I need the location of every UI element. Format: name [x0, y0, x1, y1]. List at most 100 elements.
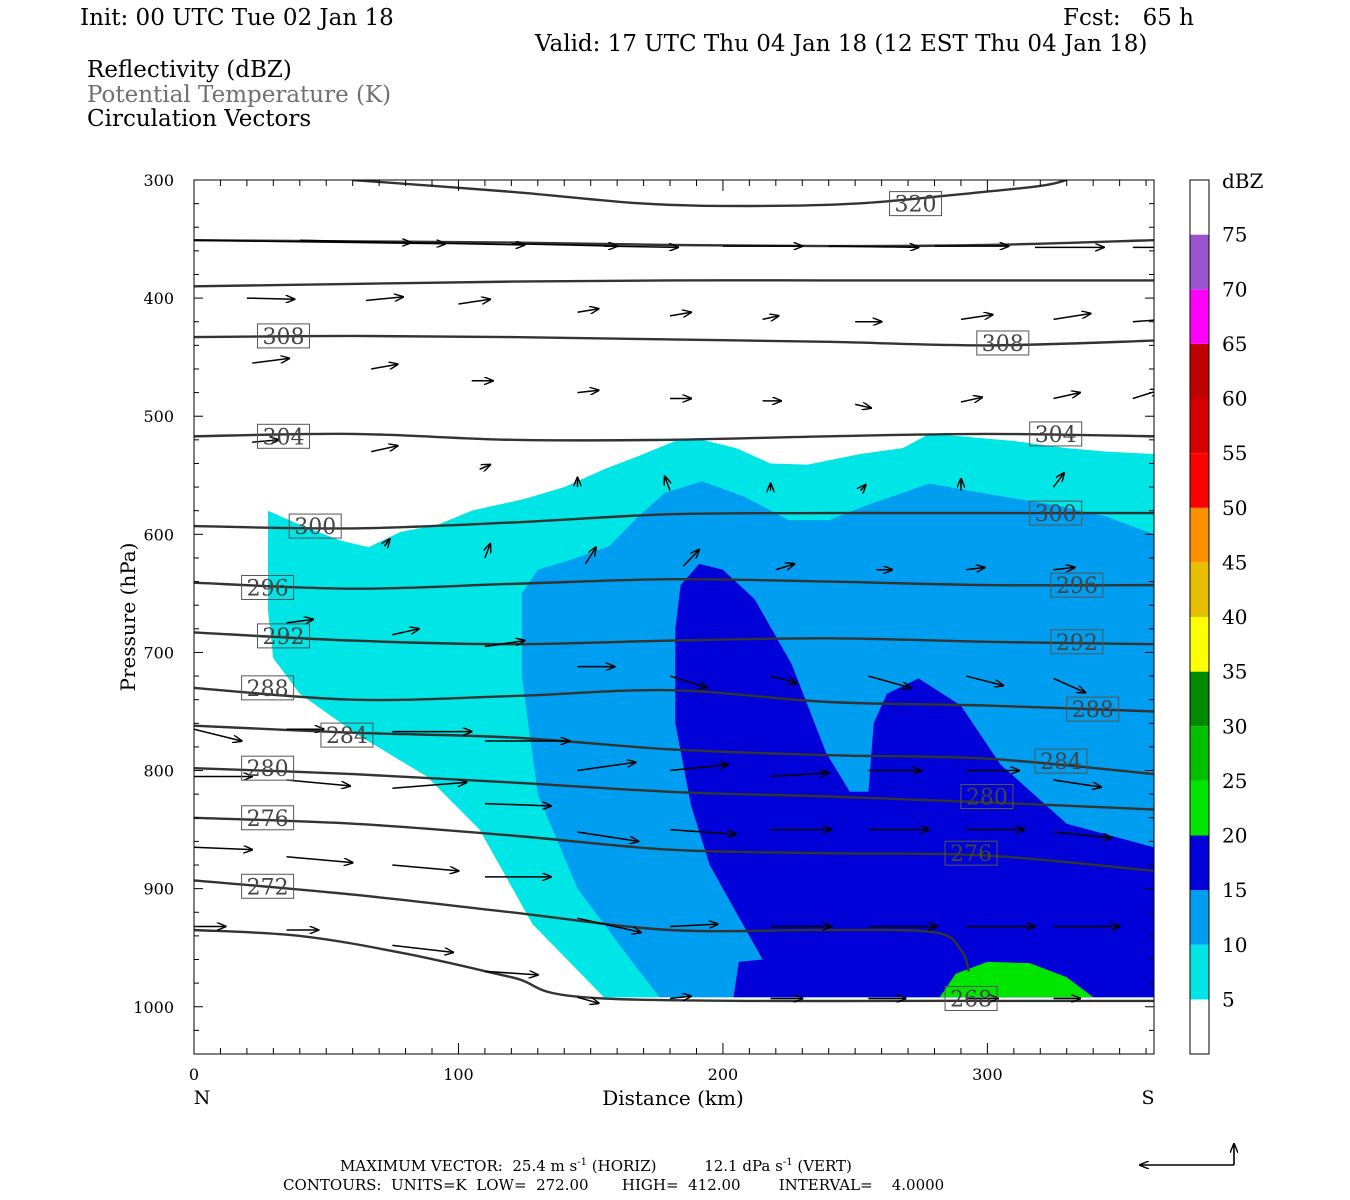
theta-contour-label: 284	[1034, 748, 1088, 775]
colorbar-swatch	[1190, 780, 1209, 836]
y-tick-label: 1000	[133, 998, 174, 1017]
colorbar-swatch	[1190, 890, 1209, 945]
x-tick-label: 0	[189, 1065, 199, 1084]
contour-label-text: 308	[262, 325, 304, 350]
theta-280k-contour	[194, 767, 1154, 811]
circulation-vector	[286, 856, 353, 863]
contour-label-box	[944, 840, 998, 866]
contour-label-text: 268	[950, 987, 992, 1012]
max-vector-vert-tag: (VERT)	[797, 1157, 852, 1175]
theta-contour-label: 304	[1029, 421, 1083, 448]
circulation-vector	[194, 728, 242, 741]
circulation-vector	[770, 773, 829, 777]
circulation-vector	[365, 297, 403, 301]
circulation-vector	[1053, 393, 1080, 400]
contour-label-text: 272	[247, 875, 289, 900]
x-tick-label: 200	[708, 1065, 739, 1084]
contour-label-box	[241, 755, 295, 781]
contour-label-text: 288	[1072, 698, 1114, 723]
circulation-vector	[868, 675, 910, 688]
circulation-vector	[584, 547, 596, 565]
circulation-vector	[1132, 390, 1154, 400]
circulation-vector	[392, 864, 458, 871]
theta-contour-label: 280	[960, 784, 1014, 811]
circulation-vector	[577, 996, 598, 1003]
circulation-vector	[299, 240, 411, 242]
plot-frame	[193, 179, 1155, 1055]
y-tick-label: 700	[143, 643, 174, 662]
colorbar-swatch	[1190, 835, 1209, 891]
y-tick-label: 400	[143, 289, 174, 308]
max-vector-note: MAXIMUM VECTOR: 25.4 m s-1 (HORIZ) 12.1 …	[340, 1157, 852, 1175]
colorbar-swatch	[1190, 453, 1209, 508]
colorbar-unit-label: dBZ	[1222, 169, 1264, 193]
contour-label-text: 280	[247, 757, 289, 782]
colorbar-tick-label: 35	[1222, 660, 1247, 684]
y-tick-label: 600	[143, 525, 174, 544]
contour-label-box	[256, 623, 310, 649]
circulation-vector	[960, 315, 993, 321]
colorbar-swatch	[1190, 180, 1209, 235]
circulation-vector	[577, 917, 640, 932]
colorbar-tick-label: 45	[1222, 550, 1247, 574]
colorbar-tick-label: 25	[1222, 769, 1247, 793]
theta-contour-label: 308	[256, 323, 310, 350]
y-tick-label: 500	[143, 407, 174, 426]
circulation-vector	[603, 246, 678, 247]
contour-label-text: 276	[950, 842, 992, 867]
contour-label-text: 304	[1035, 423, 1077, 448]
max-vector-vert: 12.1 dPa s	[704, 1157, 783, 1175]
colorbar-tick-label: 50	[1222, 496, 1247, 520]
circulation-vector	[246, 298, 295, 299]
circulation-vector	[194, 847, 252, 849]
contour-label-text: 320	[895, 193, 937, 218]
circulation-vector	[775, 564, 795, 571]
theta-contour-label: 288	[241, 675, 295, 702]
colorbar-tick-label: 60	[1222, 387, 1247, 411]
circulation-vector	[960, 397, 982, 402]
valid-time: Valid: 17 UTC Thu 04 Jan 18 (12 EST Thu …	[535, 31, 1148, 57]
colorbar-swatch	[1190, 234, 1209, 290]
colorbar-tick-label: 20	[1222, 824, 1247, 848]
colorbar-tick-label: 75	[1222, 223, 1247, 247]
circulation-vector	[828, 246, 919, 247]
contour-label-box	[1034, 748, 1088, 774]
colorbar-tick-label: 5	[1222, 987, 1235, 1011]
theta-272k-contour	[194, 879, 971, 972]
colorbar-tick-label: 10	[1222, 933, 1247, 957]
contour-label-text: 284	[1040, 750, 1082, 775]
circulation-vector	[762, 316, 779, 320]
colorbar-tick-label: 15	[1222, 878, 1247, 902]
circulation-vector	[392, 944, 453, 952]
circulation-vector	[665, 476, 670, 491]
circulation-vector	[392, 782, 466, 790]
contour-label-box	[1029, 421, 1083, 447]
circulation-vector	[854, 404, 871, 408]
theta-268k-contour	[194, 928, 1154, 1003]
theta-contour-label: 292	[256, 623, 310, 650]
x-axis-title: Distance (km)	[602, 1086, 744, 1110]
colorbar-frame	[1189, 179, 1210, 1055]
contour-label-box	[1029, 500, 1083, 526]
x-endpoint-north-label: N	[194, 1087, 211, 1109]
theta-300k-contour	[194, 511, 1154, 530]
circulation-vector	[682, 550, 699, 567]
contour-label-box	[241, 574, 295, 600]
reflectivity-15dbz-area	[675, 563, 1154, 998]
contour-label-box	[288, 513, 342, 539]
colorbar-swatch	[1190, 562, 1209, 617]
contour-label-box	[1050, 572, 1104, 598]
theta-contour-label: 300	[1029, 500, 1083, 527]
colorbar-swatch	[1190, 289, 1209, 344]
circulation-vector	[669, 924, 718, 926]
field-reflectivity: Reflectivity (dBZ)	[87, 57, 292, 83]
colorbar-swatch	[1190, 671, 1209, 727]
circulation-vector	[577, 831, 638, 841]
circulation-vector	[1053, 677, 1086, 692]
circulation-vector	[669, 828, 736, 835]
circulation-vector	[371, 364, 397, 369]
colorbar-swatch	[1190, 617, 1209, 672]
circulation-vector	[1053, 567, 1075, 569]
circulation-vector	[669, 765, 728, 772]
